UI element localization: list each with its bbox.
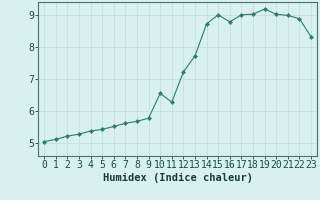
X-axis label: Humidex (Indice chaleur): Humidex (Indice chaleur) (103, 173, 252, 183)
